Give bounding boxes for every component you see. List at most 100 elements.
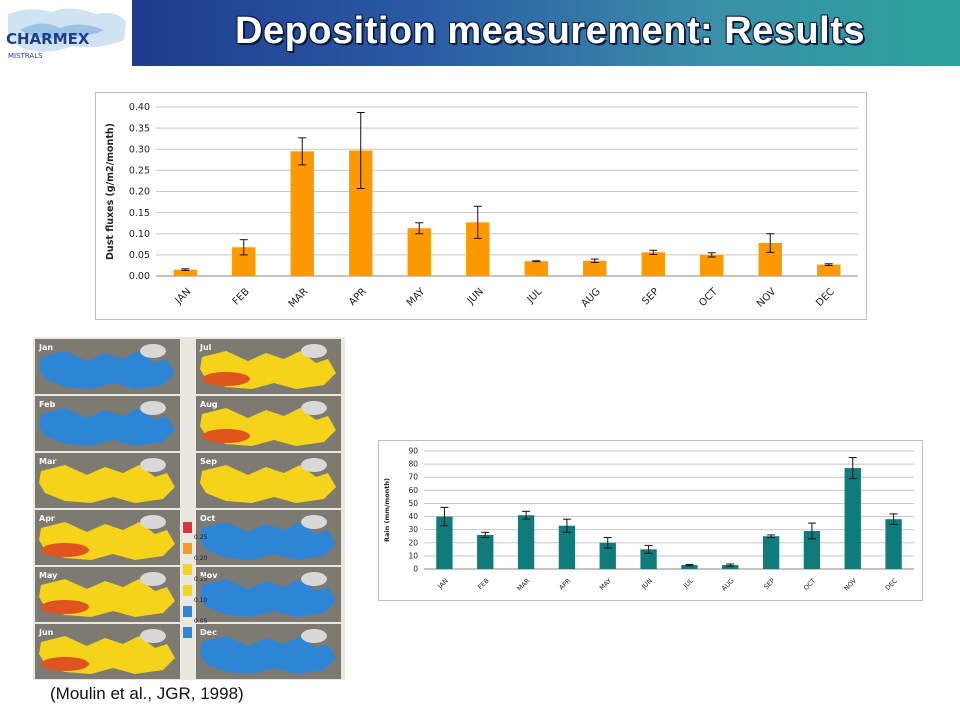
black-sea-area [301, 458, 327, 472]
sea-area [39, 465, 175, 503]
bar-feb [232, 247, 256, 276]
scale-swatch [183, 606, 192, 617]
y-tick-label: 60 [408, 486, 418, 495]
y-tick-label: 0.40 [129, 102, 150, 113]
bar-oct [803, 530, 821, 569]
citation: (Moulin et al., JGR, 1998) [50, 684, 244, 703]
black-sea-area [301, 629, 327, 643]
x-tick-label: FEB [476, 577, 490, 591]
bar-oct [700, 254, 724, 276]
bar-aug [583, 260, 607, 276]
x-tick-label: JUL [525, 286, 545, 306]
bar-mar [517, 515, 535, 569]
y-tick-label: 0.00 [129, 271, 150, 282]
bar-jan [436, 516, 453, 569]
y-tick-label: 40 [408, 512, 418, 521]
slide-header: CHARMEX MISTRALS Deposition measurement:… [0, 0, 960, 66]
mediterranean-sea-logo-icon: CHARMEX MISTRALS [6, 8, 126, 60]
scale-label: 0.25 [194, 534, 208, 541]
y-tick-label: 70 [408, 473, 418, 482]
y-axis-label: Dust fluxes (g/m2/month) [105, 123, 116, 260]
map-month-label: Oct [200, 514, 216, 523]
scale-label: 0.15 [194, 576, 208, 583]
sea-area [200, 465, 336, 503]
x-tick-label: SEP [762, 577, 776, 591]
map-month-label: Jun [38, 628, 54, 637]
bar-nov [758, 243, 782, 276]
x-tick-label: MAR [516, 576, 532, 592]
x-tick-label: MAR [287, 286, 311, 310]
y-tick-label: 0.15 [129, 208, 150, 219]
map-month-label: Sep [200, 457, 217, 466]
logo-text: CHARMEX [6, 30, 90, 48]
x-tick-label: AUG [720, 577, 736, 593]
scale-swatch [183, 543, 192, 554]
x-tick-label: OCT [802, 577, 817, 592]
scale-swatch [183, 564, 192, 575]
map-month-label: May [39, 571, 58, 580]
x-tick-label: SEP [640, 286, 661, 307]
bar-jul [681, 565, 698, 569]
y-tick-label: 0.25 [129, 166, 150, 177]
x-tick-label: DEC [814, 286, 837, 309]
black-sea-area [301, 344, 327, 358]
sea-area [39, 408, 175, 446]
x-tick-label: FEB [231, 286, 252, 307]
bar-jun [466, 222, 490, 276]
black-sea-area [140, 401, 166, 415]
scale-label: 0.10 [194, 597, 208, 604]
y-tick-label: 0.05 [129, 250, 150, 261]
bar-jul [524, 261, 548, 276]
high-dust-area [41, 657, 89, 671]
high-dust-area [41, 543, 89, 557]
y-tick-label: 30 [408, 525, 418, 534]
map-month-label: Dec [200, 628, 217, 637]
high-dust-area [41, 600, 89, 614]
sea-area [200, 579, 336, 617]
sea-area [200, 636, 336, 674]
black-sea-area [140, 458, 166, 472]
y-tick-label: 80 [408, 460, 418, 469]
x-tick-label: JAN [436, 577, 450, 591]
map-month-label: Nov [200, 571, 218, 580]
bar-may [599, 542, 616, 569]
bar-may [407, 228, 431, 276]
map-month-label: Jul [199, 343, 212, 352]
black-sea-area [301, 515, 327, 529]
bar-mar [290, 151, 314, 276]
rain-chart-svg: 0 10 20 30 40 50 60 70 80 90 Rain (mm/month) JAN FEB… [383, 447, 914, 593]
black-sea-area [140, 629, 166, 643]
black-sea-area [140, 572, 166, 586]
black-sea-area [140, 344, 166, 358]
y-tick-label: 0.30 [129, 144, 150, 155]
high-dust-area [202, 372, 250, 386]
bar-feb [477, 534, 494, 569]
map-month-label: Jan [38, 343, 53, 352]
x-tick-label: MAY [598, 577, 613, 592]
x-tick-label: JUL [681, 576, 695, 590]
bar-sep [641, 252, 665, 276]
x-tick-label: JUN [465, 286, 486, 307]
x-tick-label: APR [558, 576, 573, 591]
black-sea-area [140, 515, 166, 529]
sea-area [200, 522, 336, 560]
dust-flux-chart: 0.00 0.05 0.10 0.15 0.20 0.25 0.30 0.35 0.40 Dust… [95, 92, 867, 320]
logo-subtext: MISTRALS [8, 52, 43, 60]
bar-dec [817, 264, 841, 276]
charmex-logo: CHARMEX MISTRALS [0, 0, 132, 66]
bar-apr [349, 150, 373, 276]
bar-sep [762, 536, 780, 569]
dust-flux-chart-svg: 0.00 0.05 0.10 0.15 0.20 0.25 0.30 0.35 0.40 Dust… [105, 102, 858, 310]
bar-dec [885, 519, 902, 569]
black-sea-area [301, 401, 327, 415]
scale-swatch [183, 522, 192, 533]
x-tick-label: NOV [755, 286, 778, 309]
x-tick-label: NOV [842, 576, 858, 592]
sea-area [39, 351, 175, 389]
y-tick-label: 0.20 [129, 187, 150, 198]
high-dust-area [202, 429, 250, 443]
x-tick-label: DEC [884, 576, 900, 592]
map-month-label: Mar [39, 457, 56, 466]
x-tick-label: AUG [580, 286, 603, 309]
x-tick-label: OCT [697, 286, 720, 309]
